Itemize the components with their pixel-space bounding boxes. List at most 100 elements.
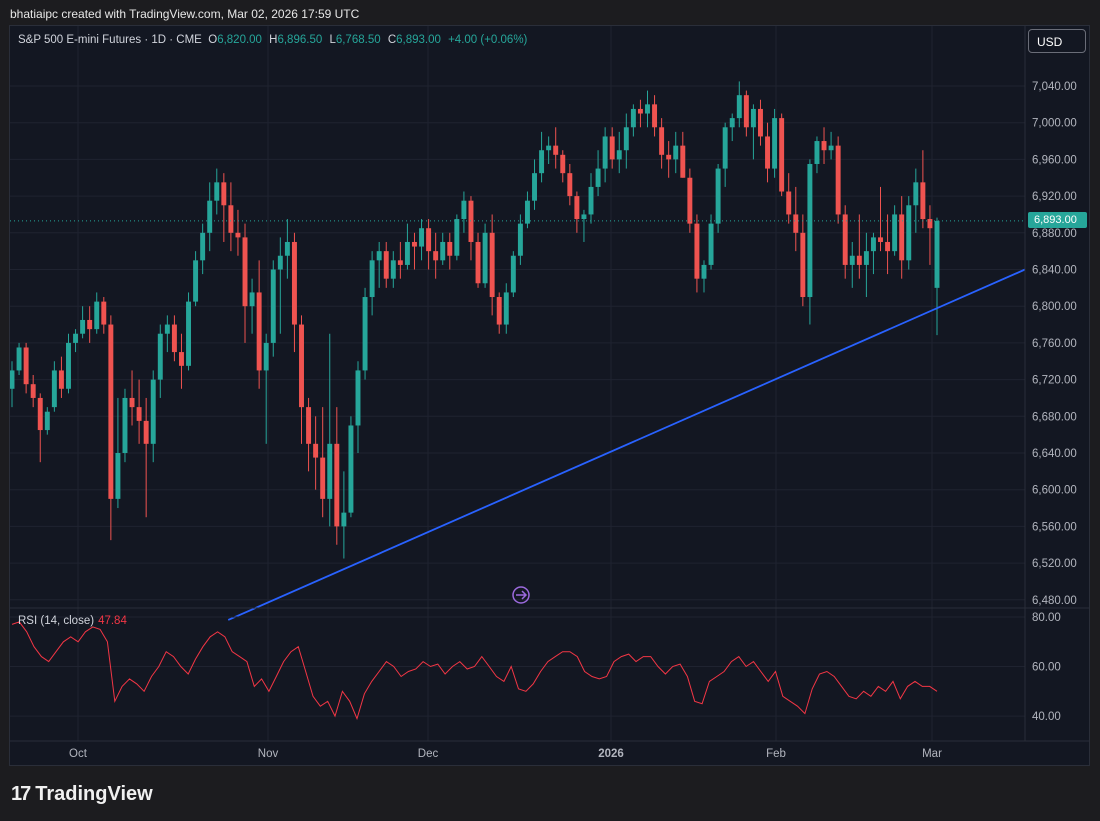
candle-body xyxy=(503,292,509,325)
go-to-realtime-icon[interactable] xyxy=(512,586,530,604)
candle-body xyxy=(341,512,347,527)
rsi-tick-label: 80.00 xyxy=(1032,612,1061,624)
candle-body xyxy=(581,214,587,220)
candle-body xyxy=(355,370,361,426)
candle-body xyxy=(496,297,502,325)
tradingview-brand[interactable]: 17 TradingView xyxy=(11,782,153,806)
candle-body xyxy=(433,251,439,261)
candle-body xyxy=(708,223,714,265)
rsi-value: 47.84 xyxy=(98,615,127,627)
chart-frame[interactable]: 80.00 60.00 40.00 7,040.00 7,000.00 6,960.00… xyxy=(9,25,1090,766)
candle-body xyxy=(66,342,71,389)
price-tick-label: 6,680.00 xyxy=(1032,411,1077,423)
low-label: L xyxy=(329,34,336,46)
candle-body xyxy=(623,127,629,151)
candle-body xyxy=(786,191,792,215)
candle-body xyxy=(892,214,898,252)
time-tick-label: Nov xyxy=(258,748,279,760)
candle-body xyxy=(913,182,919,206)
candle-body xyxy=(609,136,615,160)
candle-body xyxy=(701,264,707,279)
candle-body xyxy=(270,269,276,343)
brand-name: TradingView xyxy=(35,782,153,805)
price-tick-label: 6,640.00 xyxy=(1032,448,1077,460)
time-tick-label: Feb xyxy=(766,748,786,760)
price-tick-label: 7,040.00 xyxy=(1032,81,1077,93)
candle-body xyxy=(129,397,135,408)
candle-body xyxy=(171,324,177,353)
attribution-text: bhatiaipc created with TradingView.com, … xyxy=(10,7,360,21)
candle-body xyxy=(673,145,679,160)
price-tick-label: 6,840.00 xyxy=(1032,265,1077,277)
high-label: H xyxy=(269,34,278,46)
candle-body xyxy=(214,182,220,201)
trendline xyxy=(227,268,1026,621)
candle-body xyxy=(94,301,100,330)
candle-body xyxy=(16,347,22,371)
price-tick-label: 6,880.00 xyxy=(1032,228,1077,240)
candle-body xyxy=(30,384,36,398)
rsi-line xyxy=(11,621,938,721)
candle-body xyxy=(645,104,650,114)
candle-body xyxy=(765,136,771,169)
close-label: C xyxy=(387,34,397,46)
time-tick-label: 2026 xyxy=(598,748,624,760)
candle-body xyxy=(362,297,368,371)
candle-body xyxy=(200,232,206,261)
grid-lines xyxy=(10,26,1025,741)
candle-body xyxy=(426,228,432,252)
candle-body xyxy=(510,255,516,293)
currency-button[interactable]: USD xyxy=(1028,29,1086,53)
symbol-name[interactable]: S&P 500 E-mini Futures · 1D · CME xyxy=(18,34,202,46)
candle-body xyxy=(207,200,213,233)
candle-body xyxy=(567,173,573,197)
candle-body xyxy=(546,145,552,151)
time-tick-label: Dec xyxy=(418,748,439,760)
candle-body xyxy=(743,95,749,128)
candle-body xyxy=(482,232,488,284)
candle-body xyxy=(793,214,799,233)
candle-body xyxy=(821,141,827,151)
price-tick-label: 6,480.00 xyxy=(1032,595,1077,607)
rsi-label[interactable]: RSI (14, close) xyxy=(18,615,95,627)
candle-body xyxy=(772,118,778,169)
candle-body xyxy=(807,163,813,298)
candle-body xyxy=(164,324,170,334)
candle-body xyxy=(687,177,693,224)
low-value: 6,768.50 xyxy=(335,34,381,46)
candle-body xyxy=(729,118,735,128)
candle-body xyxy=(849,255,855,265)
candle-body xyxy=(136,407,142,421)
candle-body xyxy=(906,205,912,261)
candle-body xyxy=(560,154,566,174)
candle-body xyxy=(73,333,79,343)
candle-body xyxy=(616,150,622,160)
candle-body xyxy=(750,108,756,128)
rsi-tick-label: 60.00 xyxy=(1032,662,1061,674)
candle-body xyxy=(80,319,86,334)
candle-body xyxy=(157,333,163,380)
candle-body xyxy=(284,241,290,256)
rsi-layer: 80.00 60.00 40.00 xyxy=(10,612,1061,723)
candle-body xyxy=(376,251,382,261)
open-label: O xyxy=(208,34,218,46)
chart-canvas[interactable]: 80.00 60.00 40.00 7,040.00 7,000.00 6,960.00… xyxy=(10,26,1090,766)
close-value: 6,893.00 xyxy=(396,34,441,46)
candle-body xyxy=(532,173,537,201)
candle-body xyxy=(814,141,820,164)
candle-body xyxy=(630,108,636,128)
price-tick-label: 6,760.00 xyxy=(1032,338,1077,350)
candle-body xyxy=(722,127,728,169)
candle-body xyxy=(588,186,594,215)
candle-body xyxy=(334,443,340,527)
high-value: 6,896.50 xyxy=(277,34,323,46)
candle-body xyxy=(659,127,665,155)
candle-body xyxy=(835,145,841,215)
candle-body xyxy=(863,251,869,265)
candle-body xyxy=(87,319,93,330)
candle-body xyxy=(574,196,580,220)
change-value: +4.00 (+0.06%) xyxy=(448,34,528,46)
candle-body xyxy=(680,145,686,178)
rsi-legend: RSI (14, close) 47.84 xyxy=(18,615,127,627)
candle-body xyxy=(447,241,453,256)
